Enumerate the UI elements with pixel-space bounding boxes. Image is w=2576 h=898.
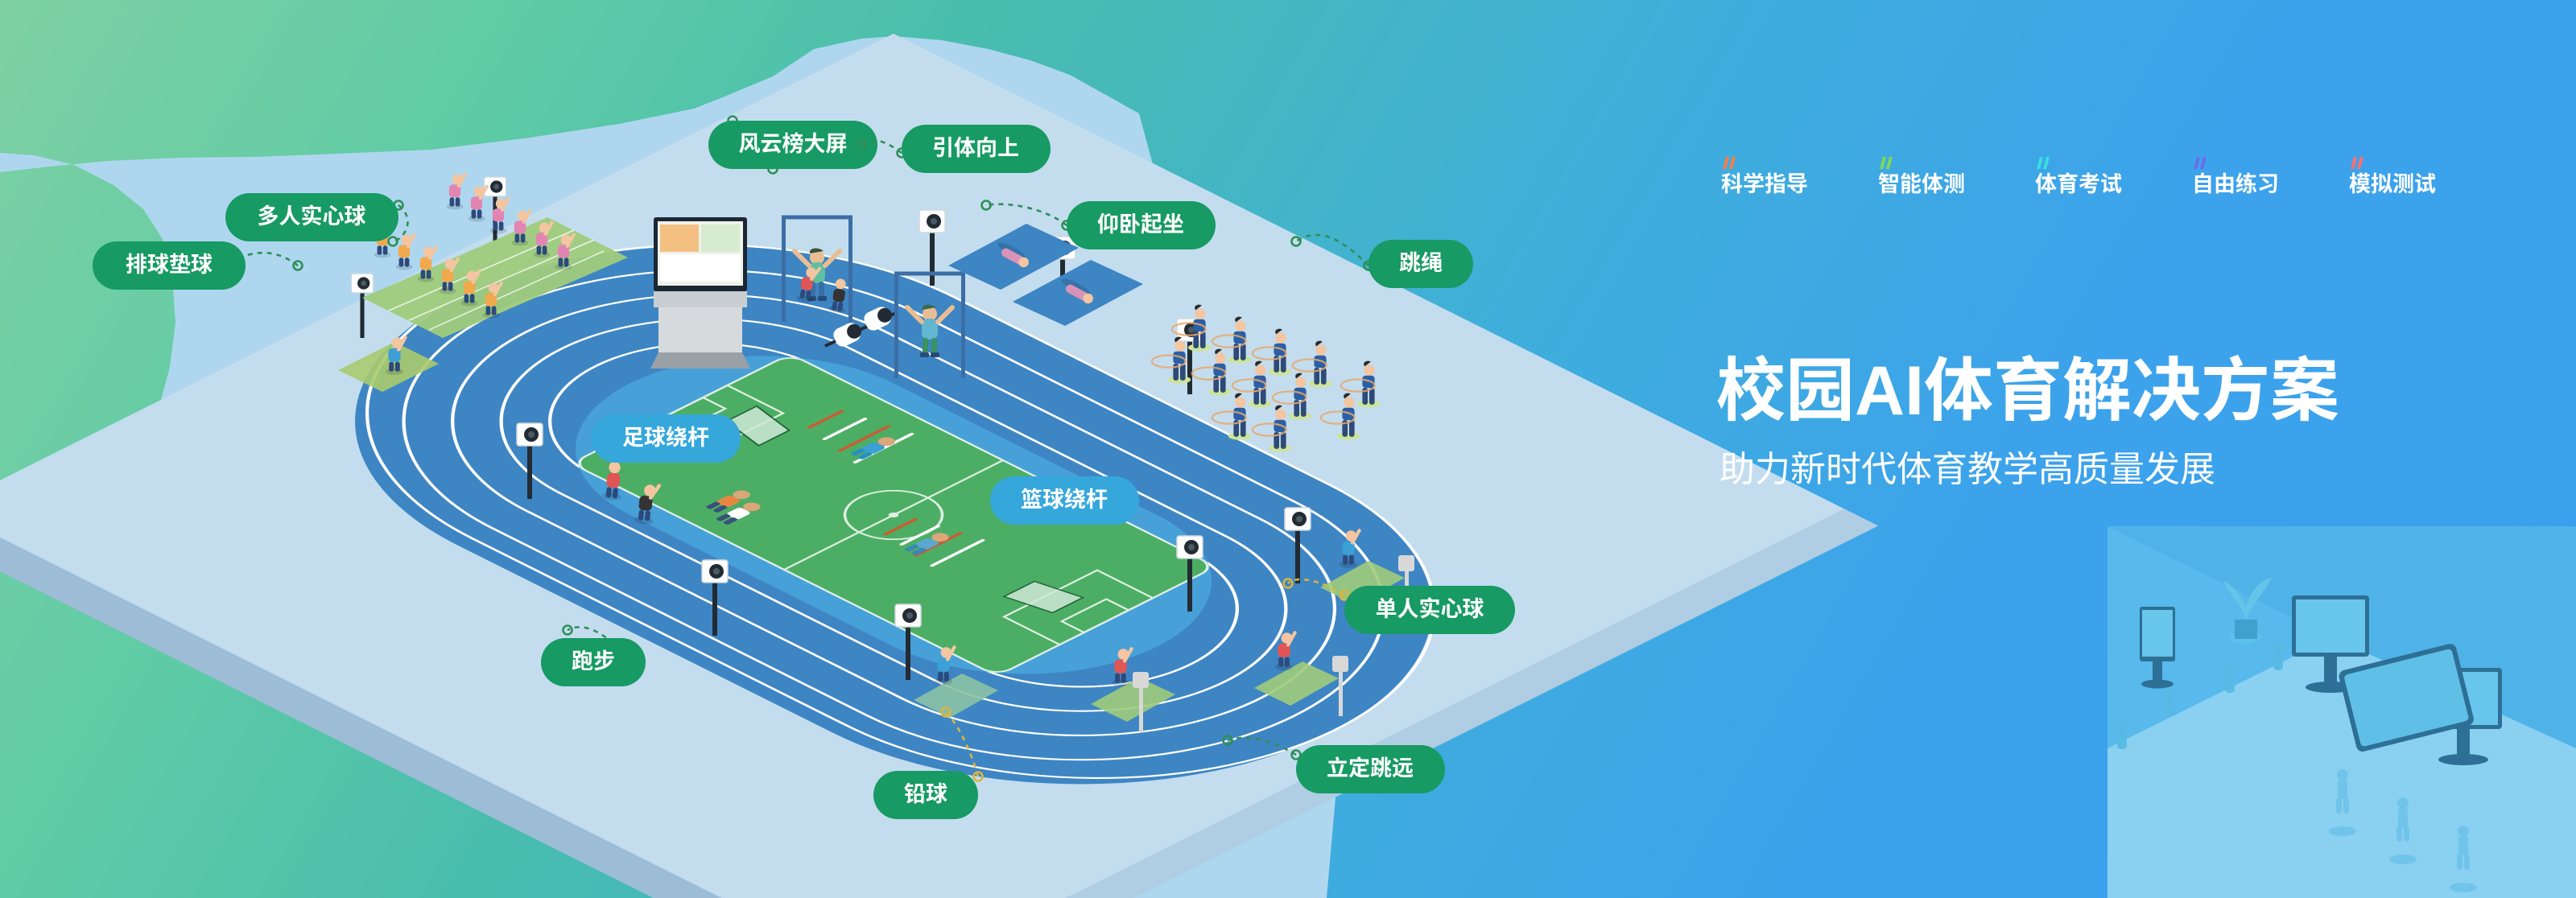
svg-text:智能体测: 智能体测	[1878, 172, 1965, 196]
svg-text:科学指导: 科学指导	[1721, 172, 1808, 196]
svg-text:体育考试: 体育考试	[2035, 172, 2122, 196]
svg-text:助力新时代体育教学高质量发展: 助力新时代体育教学高质量发展	[1719, 450, 2215, 489]
svg-text:校园AI体育解决方案: 校园AI体育解决方案	[1716, 352, 2339, 430]
svg-text:单人实心球: 单人实心球	[1376, 597, 1484, 621]
svg-text:篮球绕杆: 篮球绕杆	[1021, 488, 1108, 512]
svg-text:足球绕杆: 足球绕杆	[622, 426, 709, 450]
svg-text:自由练习: 自由练习	[2192, 172, 2279, 196]
svg-text:铅球: 铅球	[904, 782, 947, 806]
svg-text:引体向上: 引体向上	[932, 136, 1019, 160]
svg-text:立定跳远: 立定跳远	[1327, 756, 1414, 781]
svg-text:跳绳: 跳绳	[1399, 251, 1443, 275]
svg-text:排球垫球: 排球垫球	[126, 253, 213, 277]
svg-text:跑步: 跑步	[572, 649, 615, 674]
svg-text:风云榜大屏: 风云榜大屏	[739, 132, 848, 156]
svg-text:多人实心球: 多人实心球	[258, 204, 366, 229]
svg-text:模拟测试: 模拟测试	[2349, 172, 2436, 196]
svg-text:仰卧起坐: 仰卧起坐	[1097, 212, 1184, 237]
